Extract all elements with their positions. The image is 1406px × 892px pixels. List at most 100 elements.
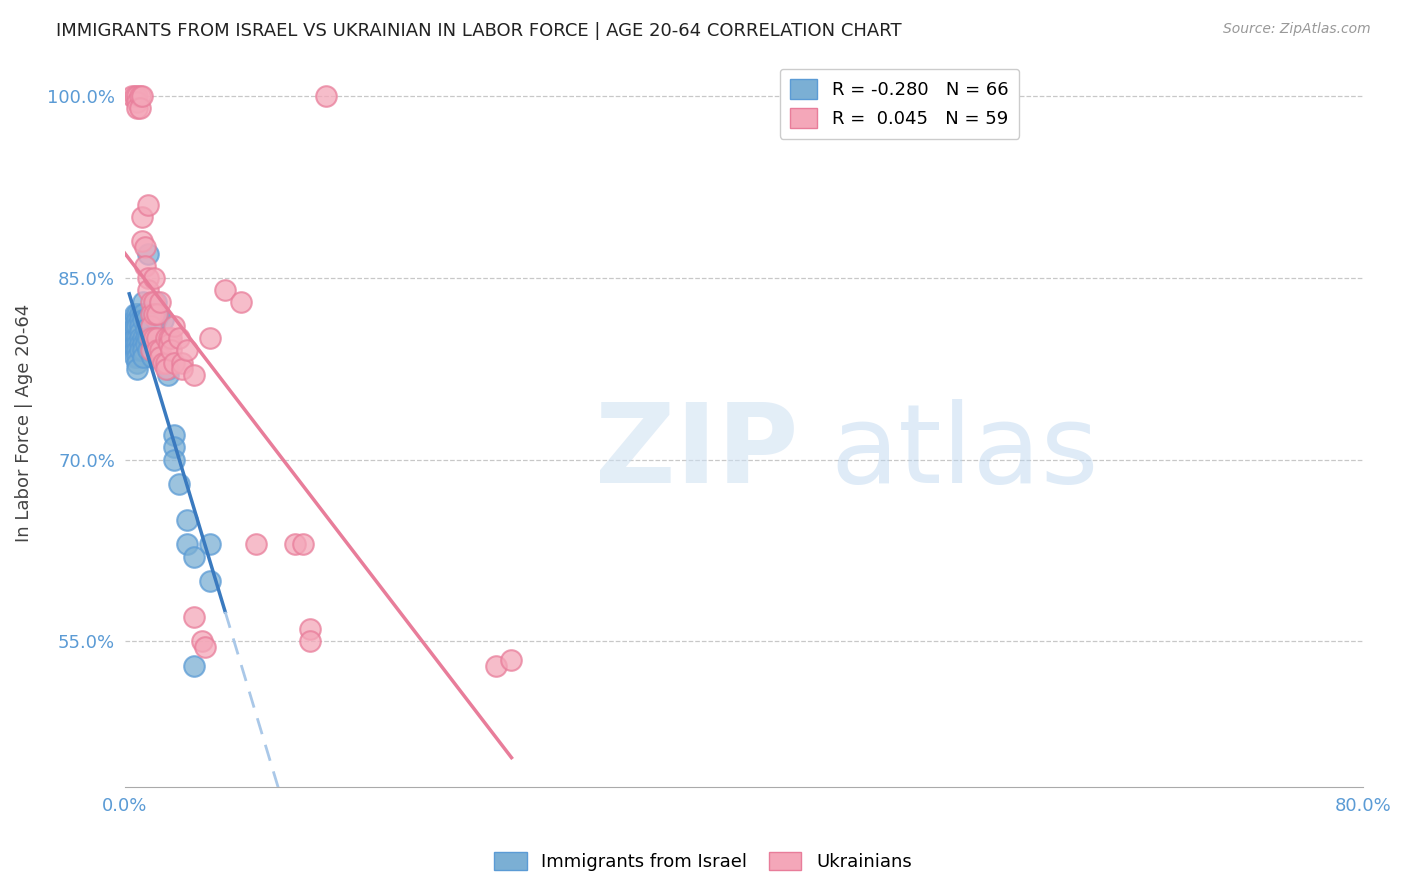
Point	[132, 295, 155, 310]
Point	[125, 319, 148, 334]
Point	[198, 331, 221, 345]
Point	[501, 652, 523, 666]
Point	[183, 658, 205, 673]
Point	[167, 476, 190, 491]
Point	[124, 337, 146, 351]
Point	[143, 295, 166, 310]
Point	[170, 356, 193, 370]
Point	[125, 101, 148, 115]
Point	[176, 343, 198, 358]
Point	[143, 270, 166, 285]
Point	[129, 326, 152, 340]
Point	[229, 295, 252, 310]
Point	[132, 343, 155, 358]
Point	[191, 634, 214, 648]
Point	[136, 198, 159, 212]
Point	[198, 537, 221, 551]
Point	[136, 331, 159, 345]
Point	[136, 270, 159, 285]
Point	[148, 307, 170, 321]
Point	[299, 634, 322, 648]
Point	[183, 610, 205, 624]
Point	[145, 313, 167, 327]
Point	[139, 331, 162, 345]
Point	[122, 326, 145, 340]
Point	[183, 549, 205, 564]
Point	[129, 307, 152, 321]
Point	[132, 337, 155, 351]
Point	[136, 246, 159, 260]
Point	[148, 331, 170, 345]
Point	[146, 331, 169, 345]
Point	[149, 350, 172, 364]
Point	[143, 307, 166, 321]
Point	[125, 307, 148, 321]
Point	[121, 319, 143, 334]
Point	[136, 283, 159, 297]
Point	[134, 240, 156, 254]
Point	[122, 313, 145, 327]
Point	[139, 307, 162, 321]
Point	[155, 361, 177, 376]
Point	[129, 101, 152, 115]
Point	[131, 235, 153, 249]
Legend: Immigrants from Israel, Ukrainians: Immigrants from Israel, Ukrainians	[486, 845, 920, 879]
Point	[198, 574, 221, 588]
Point	[485, 658, 508, 673]
Point	[125, 95, 148, 109]
Y-axis label: In Labor Force | Age 20-64: In Labor Force | Age 20-64	[15, 304, 32, 542]
Point	[145, 295, 167, 310]
Point	[129, 313, 152, 327]
Point	[299, 622, 322, 636]
Point	[156, 361, 179, 376]
Point	[139, 343, 162, 358]
Point	[159, 337, 181, 351]
Point	[149, 343, 172, 358]
Point	[176, 537, 198, 551]
Point	[170, 361, 193, 376]
Point	[124, 307, 146, 321]
Point	[125, 350, 148, 364]
Point	[125, 331, 148, 345]
Point	[163, 452, 186, 467]
Point	[146, 307, 169, 321]
Point	[124, 343, 146, 358]
Point	[214, 283, 236, 297]
Point	[155, 331, 177, 345]
Point	[122, 337, 145, 351]
Point	[141, 350, 163, 364]
Point	[159, 331, 181, 345]
Point	[129, 331, 152, 345]
Point	[152, 331, 174, 345]
Point	[121, 89, 143, 103]
Point	[129, 319, 152, 334]
Text: ZIP: ZIP	[595, 399, 799, 506]
Point	[141, 337, 163, 351]
Point	[160, 343, 183, 358]
Point	[163, 356, 186, 370]
Point	[315, 89, 337, 103]
Text: IMMIGRANTS FROM ISRAEL VS UKRAINIAN IN LABOR FORCE | AGE 20-64 CORRELATION CHART: IMMIGRANTS FROM ISRAEL VS UKRAINIAN IN L…	[56, 22, 901, 40]
Point	[291, 537, 314, 551]
Point	[125, 313, 148, 327]
Point	[152, 313, 174, 327]
Point	[122, 331, 145, 345]
Point	[132, 331, 155, 345]
Point	[167, 331, 190, 345]
Point	[149, 295, 172, 310]
Point	[125, 343, 148, 358]
Point	[176, 513, 198, 527]
Point	[141, 343, 163, 358]
Point	[124, 331, 146, 345]
Point	[125, 337, 148, 351]
Point	[135, 337, 157, 351]
Point	[145, 343, 167, 358]
Point	[125, 361, 148, 376]
Point	[125, 356, 148, 370]
Point	[160, 331, 183, 345]
Point	[129, 337, 152, 351]
Point	[143, 331, 166, 345]
Point	[118, 331, 141, 345]
Point	[132, 313, 155, 327]
Point	[245, 537, 267, 551]
